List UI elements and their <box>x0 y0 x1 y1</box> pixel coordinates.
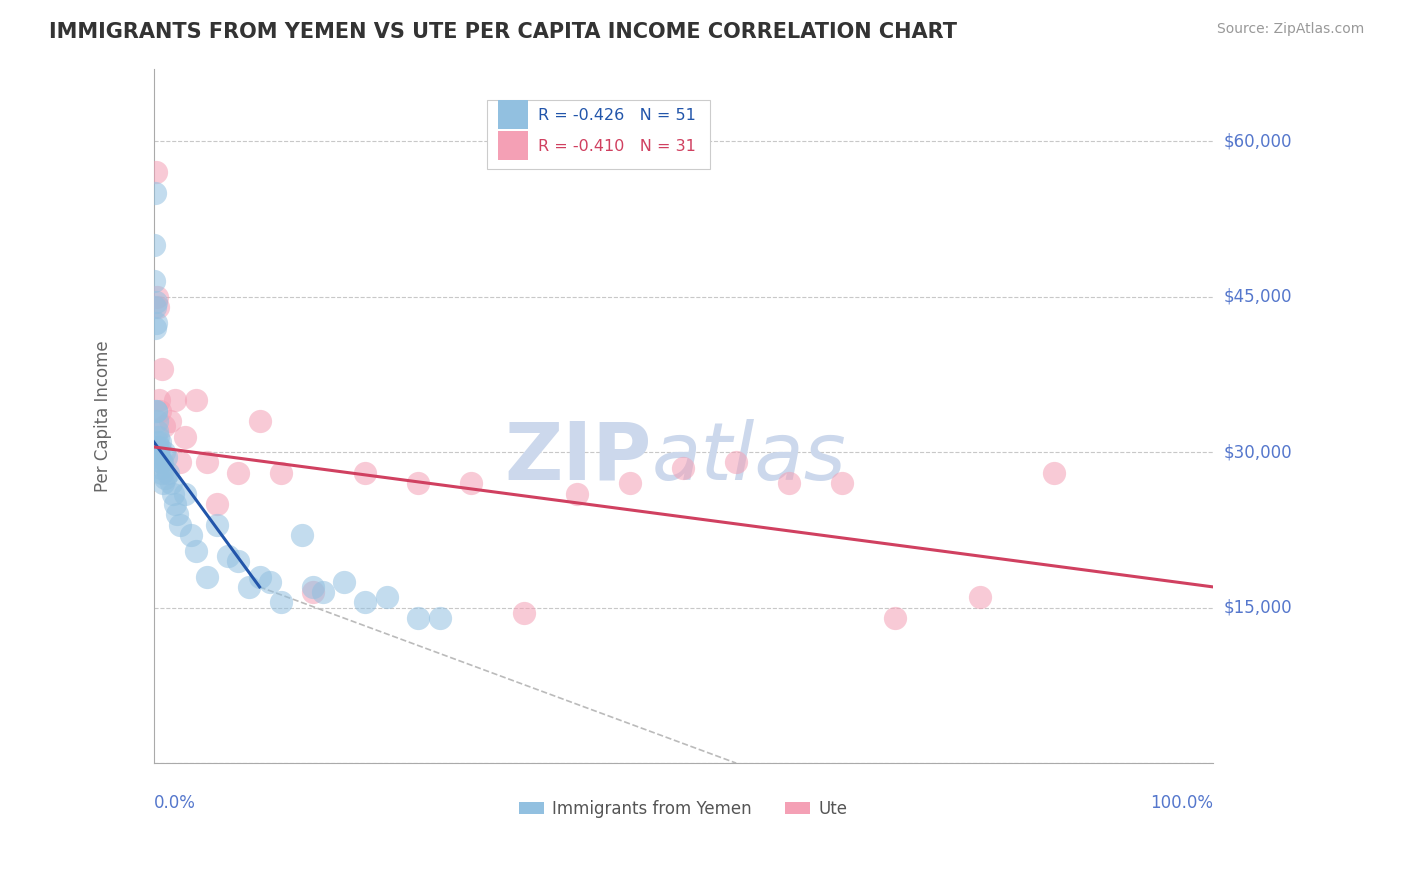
Point <box>333 574 356 589</box>
Point <box>884 611 907 625</box>
Point <box>567 486 589 500</box>
Point <box>725 455 748 469</box>
Text: Source: ZipAtlas.com: Source: ZipAtlas.com <box>1216 22 1364 37</box>
Point <box>513 606 536 620</box>
Point <box>159 476 181 491</box>
Text: $60,000: $60,000 <box>1225 132 1292 150</box>
Text: IMMIGRANTS FROM YEMEN VS UTE PER CAPITA INCOME CORRELATION CHART: IMMIGRANTS FROM YEMEN VS UTE PER CAPITA … <box>49 22 957 42</box>
FancyBboxPatch shape <box>488 100 710 169</box>
Point <box>312 585 335 599</box>
Point <box>166 508 188 522</box>
Point <box>145 403 167 417</box>
Point <box>146 414 169 428</box>
Point <box>831 476 853 491</box>
Point <box>969 591 991 605</box>
Point <box>148 445 170 459</box>
Point <box>148 440 170 454</box>
Point <box>159 414 181 428</box>
Point <box>146 290 169 304</box>
Legend: Immigrants from Yemen, Ute: Immigrants from Yemen, Ute <box>512 793 855 824</box>
Point <box>408 476 430 491</box>
Point <box>249 569 271 583</box>
Point <box>249 414 271 428</box>
Point <box>145 434 167 449</box>
Point <box>162 486 184 500</box>
Point <box>270 466 292 480</box>
Point <box>174 486 197 500</box>
Point <box>375 591 398 605</box>
Text: $15,000: $15,000 <box>1225 599 1292 616</box>
Point <box>155 450 177 465</box>
Point <box>184 393 207 408</box>
FancyBboxPatch shape <box>498 131 527 161</box>
Point <box>778 476 800 491</box>
Text: $45,000: $45,000 <box>1225 287 1292 306</box>
Point <box>150 460 173 475</box>
Point <box>143 186 166 200</box>
Text: R = -0.426   N = 51: R = -0.426 N = 51 <box>538 108 696 122</box>
Point <box>291 528 314 542</box>
Point <box>148 450 170 465</box>
Point <box>155 471 177 485</box>
Point <box>146 429 169 443</box>
Point <box>228 466 250 480</box>
Point <box>205 517 228 532</box>
Point <box>408 611 430 625</box>
Point <box>1043 466 1066 480</box>
Point <box>149 434 172 449</box>
Point <box>205 497 228 511</box>
Point <box>148 393 170 408</box>
Point <box>150 362 173 376</box>
Point <box>163 497 186 511</box>
Point <box>169 455 191 469</box>
Point <box>149 455 172 469</box>
Point <box>146 300 169 314</box>
Point <box>195 569 218 583</box>
Text: 100.0%: 100.0% <box>1150 794 1213 812</box>
Text: R = -0.410   N = 31: R = -0.410 N = 31 <box>538 139 696 153</box>
Point <box>259 574 281 589</box>
Point <box>619 476 641 491</box>
Point <box>301 585 323 599</box>
Point <box>354 595 377 609</box>
Point <box>143 300 166 314</box>
Point <box>301 580 323 594</box>
Point <box>238 580 260 594</box>
Point <box>146 440 169 454</box>
Point <box>429 611 451 625</box>
Point <box>195 455 218 469</box>
Point <box>217 549 239 563</box>
Point <box>228 554 250 568</box>
Point <box>146 425 169 439</box>
Point <box>184 543 207 558</box>
Text: atlas: atlas <box>651 418 846 497</box>
Point <box>143 274 166 288</box>
Point <box>143 237 166 252</box>
Point <box>354 466 377 480</box>
Point <box>143 320 166 334</box>
Point <box>145 165 167 179</box>
Point <box>174 429 197 443</box>
Point <box>270 595 292 609</box>
Text: Per Capita Income: Per Capita Income <box>94 340 112 491</box>
Point <box>153 419 176 434</box>
Point <box>180 528 202 542</box>
Text: $30,000: $30,000 <box>1225 443 1292 461</box>
Point <box>149 403 172 417</box>
Point <box>145 316 167 330</box>
Point <box>672 460 695 475</box>
Point <box>150 455 173 469</box>
Point <box>153 445 176 459</box>
Point <box>169 517 191 532</box>
Point <box>157 466 180 480</box>
Text: 0.0%: 0.0% <box>153 794 195 812</box>
Point <box>150 466 173 480</box>
Point <box>163 393 186 408</box>
Text: ZIP: ZIP <box>505 418 651 497</box>
Point <box>145 294 167 309</box>
Point <box>152 476 174 491</box>
FancyBboxPatch shape <box>498 100 527 129</box>
Point <box>460 476 482 491</box>
Point <box>145 403 167 417</box>
